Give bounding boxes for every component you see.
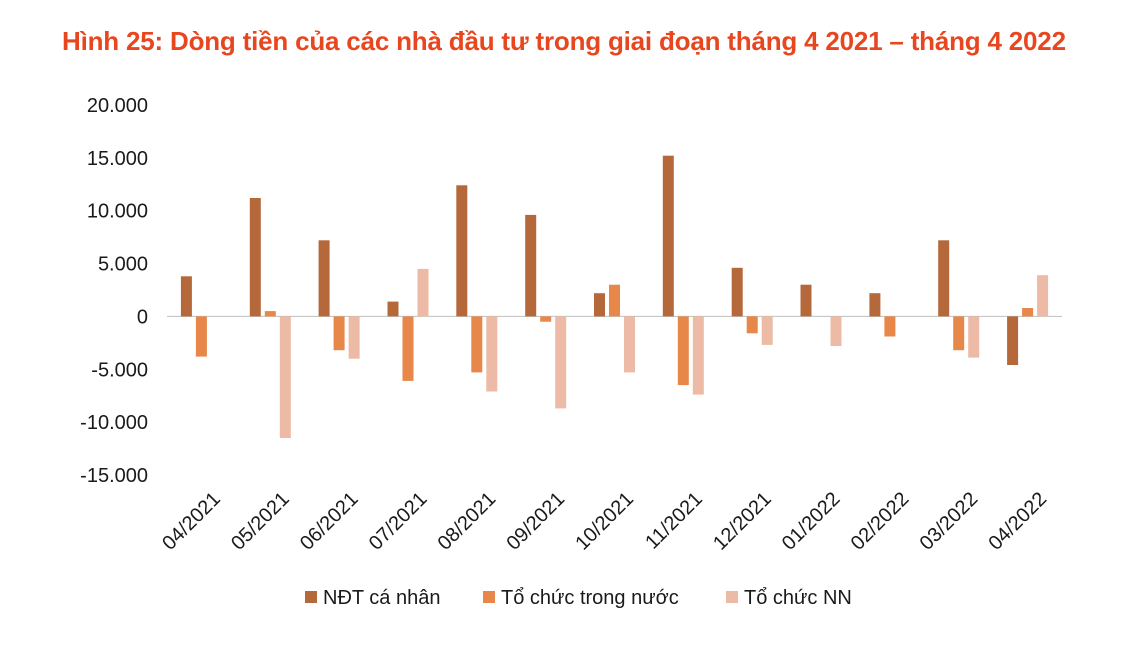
y-tick-label: -15.000	[80, 465, 148, 487]
x-tick-label: 02/2022	[847, 488, 914, 555]
bar-series-3	[624, 316, 635, 373]
bar-series-1	[387, 301, 399, 317]
bar-series-3	[555, 316, 567, 409]
legend-swatch-1	[305, 591, 317, 603]
x-tick-label: 01/2022	[778, 488, 845, 555]
y-tick-label: 15.000	[87, 148, 148, 170]
bar-series-3	[1037, 275, 1049, 317]
x-tick-label: 04/2022	[984, 488, 1051, 555]
y-tick-label: 10.000	[87, 201, 148, 223]
bar-series-1	[731, 267, 743, 317]
x-tick-label: 12/2021	[709, 488, 776, 555]
bar-series-2	[677, 316, 689, 386]
bar-series-3	[761, 316, 773, 345]
bar-series-2	[746, 316, 758, 334]
bar-series-2	[264, 311, 276, 317]
bar-series-2	[609, 284, 620, 317]
legend-label: Tổ chức NN	[744, 587, 852, 609]
chart-title: Hình 25: Dòng tiền của các nhà đầu tư tr…	[62, 26, 1066, 56]
bar-series-1	[456, 185, 468, 317]
x-tick-label: 05/2021	[227, 488, 294, 555]
bar-series-1	[525, 214, 537, 317]
x-tick-label: 11/2021	[641, 488, 707, 554]
bar-series-1	[1007, 316, 1019, 365]
legend-label: Tổ chức trong nước	[501, 587, 679, 609]
legend-label: NĐT cá nhân	[323, 587, 440, 609]
bar-series-1	[662, 155, 674, 317]
bar-series-2	[402, 316, 414, 381]
bar-series-3	[968, 316, 980, 358]
x-tick-label: 07/2021	[365, 488, 432, 555]
bar-series-2	[333, 316, 345, 351]
bar-series-3	[348, 316, 360, 359]
bar-series-2	[1022, 308, 1034, 317]
bar-series-3	[692, 316, 704, 395]
bar-series-3	[417, 268, 429, 317]
bar-series-2	[540, 316, 552, 322]
x-tick-label: 09/2021	[503, 488, 570, 555]
x-tick-label: 08/2021	[434, 488, 501, 555]
y-tick-label: 5.000	[98, 254, 148, 276]
legend-swatch-3	[726, 591, 738, 603]
bar-series-1	[594, 293, 605, 317]
bar-series-1	[869, 293, 881, 317]
bar-series-1	[938, 240, 950, 317]
bar-series-3	[830, 316, 842, 346]
bar-series-3	[279, 316, 291, 438]
bar-series-2	[195, 316, 207, 357]
y-tick-label: 20.000	[87, 95, 148, 117]
bar-series-2	[884, 316, 896, 337]
bar-series-2	[471, 316, 483, 373]
x-tick-label: 04/2021	[158, 488, 225, 555]
x-tick-label: 10/2021	[571, 488, 638, 555]
bar-series-1	[249, 198, 261, 317]
y-tick-label: -10.000	[80, 412, 148, 434]
x-tick-label: 03/2022	[916, 488, 983, 555]
bar-series-2	[953, 316, 965, 351]
y-tick-label: -5.000	[91, 359, 148, 381]
bar-series-1	[180, 276, 192, 317]
bar-series-1	[800, 284, 812, 317]
x-tick-label: 06/2021	[296, 488, 363, 555]
bar-series-1	[318, 240, 330, 317]
bar-series-3	[486, 316, 498, 392]
legend-swatch-2	[483, 591, 495, 603]
y-tick-label: 0	[137, 306, 148, 328]
